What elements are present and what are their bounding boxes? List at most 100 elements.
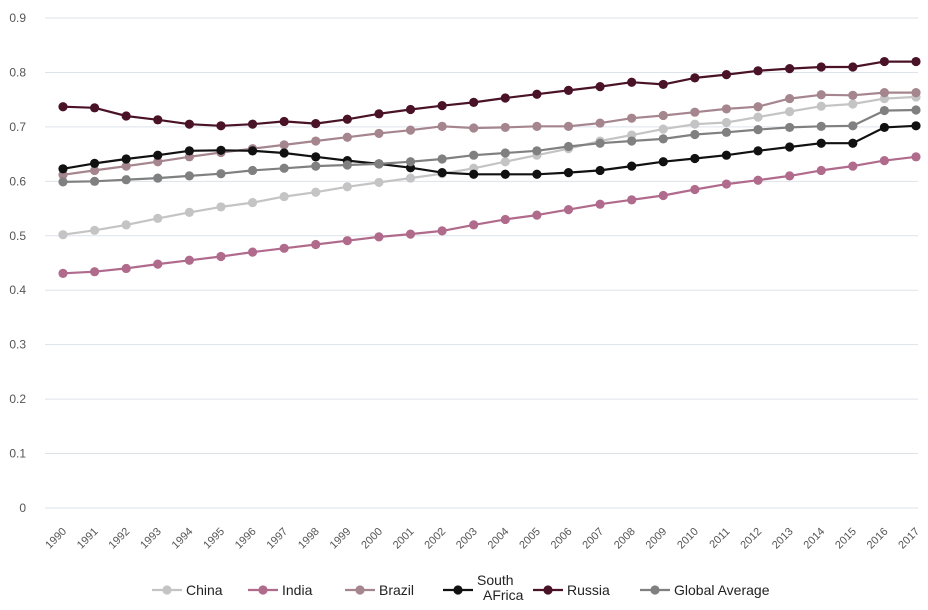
data-point <box>721 117 732 128</box>
series-india <box>58 152 921 278</box>
legend-item: Brazil <box>345 582 414 598</box>
data-point <box>437 101 447 111</box>
data-point <box>247 146 258 156</box>
data-point <box>153 150 163 160</box>
series-line <box>62 95 917 236</box>
legend-label: South AFrica <box>477 572 524 603</box>
data-point <box>121 111 131 121</box>
data-point <box>879 105 890 116</box>
data-point <box>595 138 605 148</box>
x-axis: 1990 1991 1992 1993 1994 1995 1996 1997 1998 1999… <box>43 526 922 552</box>
x-tick-label: 2000 <box>359 526 385 552</box>
data-point <box>342 160 352 170</box>
data-point <box>721 70 732 80</box>
data-point <box>469 150 479 160</box>
data-point <box>121 263 131 274</box>
data-point <box>563 205 574 215</box>
data-point <box>627 77 637 87</box>
series-line <box>62 60 916 127</box>
x-tick-label: 2004 <box>486 526 512 552</box>
legend-marker <box>258 585 268 595</box>
data-point <box>184 171 194 181</box>
data-point <box>500 169 510 179</box>
x-tick-label: 1998 <box>296 526 322 552</box>
legend-marker <box>543 585 553 595</box>
data-point <box>532 210 542 220</box>
data-point <box>279 191 289 202</box>
data-point <box>216 202 226 212</box>
data-point <box>911 152 921 162</box>
gridlines <box>45 17 918 509</box>
x-tick-label: 1996 <box>233 526 259 552</box>
data-point <box>753 125 763 135</box>
y-tick-label: 0.4 <box>9 283 26 297</box>
data-point <box>658 157 668 167</box>
data-point <box>911 56 921 67</box>
data-point <box>311 136 321 146</box>
x-tick-label: 1999 <box>328 526 354 552</box>
x-tick-label: 2003 <box>454 526 480 552</box>
data-point <box>563 85 574 96</box>
x-tick-label: 1993 <box>138 526 164 552</box>
data-point <box>342 132 352 142</box>
legend-marker <box>355 585 365 595</box>
x-tick-label: 2009 <box>644 526 670 552</box>
data-point <box>785 122 795 133</box>
data-point <box>753 102 763 112</box>
x-tick-label: 2013 <box>770 526 796 552</box>
data-point <box>785 107 795 117</box>
data-point <box>89 158 100 168</box>
data-point <box>58 230 68 240</box>
data-point <box>848 138 858 148</box>
data-point <box>469 220 479 230</box>
x-tick-label: 2001 <box>391 526 417 552</box>
x-tick-label: 1995 <box>201 526 227 552</box>
data-point <box>753 66 763 76</box>
data-point <box>184 119 194 129</box>
y-tick-label: 0.8 <box>9 65 26 79</box>
data-point <box>595 82 605 92</box>
y-tick-label: 0.5 <box>9 229 26 243</box>
series-line <box>62 91 916 176</box>
data-point <box>58 268 68 278</box>
data-point <box>153 259 163 269</box>
data-point <box>816 121 826 131</box>
data-point <box>911 105 921 115</box>
data-point <box>848 62 858 72</box>
data-point <box>469 169 479 179</box>
data-point <box>879 56 890 67</box>
legend-label: India <box>282 582 313 598</box>
series-line <box>62 155 917 275</box>
data-point <box>405 173 416 183</box>
x-tick-label: 1990 <box>43 526 69 552</box>
data-point <box>89 267 100 277</box>
data-point <box>279 116 289 127</box>
data-point <box>532 169 542 179</box>
data-point <box>437 121 447 131</box>
x-tick-label: 2005 <box>517 526 543 552</box>
data-point <box>121 220 131 230</box>
data-point <box>58 177 68 187</box>
data-point <box>785 64 795 74</box>
series-group <box>58 56 921 278</box>
data-point <box>469 123 479 133</box>
legend-marker <box>453 585 463 595</box>
x-tick-label: 2015 <box>833 526 859 552</box>
data-point <box>342 236 352 246</box>
data-point <box>153 173 163 183</box>
data-point <box>311 119 321 129</box>
data-point <box>658 110 668 121</box>
data-point <box>311 187 321 197</box>
x-tick-label: 1994 <box>170 526 196 552</box>
data-point <box>816 101 826 111</box>
legend-label: Russia <box>567 582 610 598</box>
data-point <box>690 119 700 129</box>
data-point <box>595 165 605 176</box>
x-tick-label: 2007 <box>580 526 606 552</box>
y-tick-label: 0.2 <box>9 392 26 406</box>
data-point <box>279 243 289 253</box>
legend-item: South AFrica <box>443 572 524 603</box>
x-tick-label: 2002 <box>422 526 448 552</box>
data-point <box>405 125 416 135</box>
data-point <box>911 121 921 131</box>
